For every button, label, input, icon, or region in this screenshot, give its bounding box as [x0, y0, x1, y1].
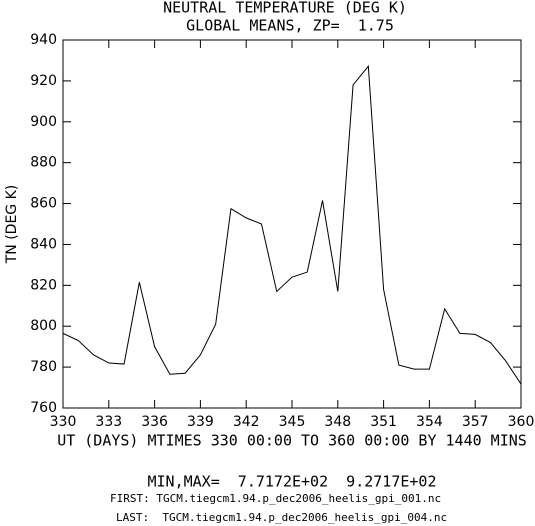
chart-subtitle: GLOBAL MEANS, ZP= 1.75 [186, 17, 394, 35]
y-tick-label: 940 [30, 32, 57, 48]
x-axis-label: UT (DAYS) MTIMES 330 00:00 TO 360 00:00 … [57, 432, 527, 450]
y-tick-label: 860 [30, 196, 57, 212]
x-tick-label: 345 [279, 414, 306, 430]
y-tick-label: 880 [30, 155, 57, 171]
x-tick-label: 342 [233, 414, 260, 430]
x-tick-label: 336 [141, 414, 168, 430]
y-tick-label: 900 [30, 114, 57, 130]
y-tick-label: 820 [30, 277, 57, 293]
x-tick-label: 357 [462, 414, 489, 430]
data-line [62, 64, 522, 385]
chart-title: NEUTRAL TEMPERATURE (DEG K) [163, 0, 407, 17]
annotation: LAST: TGCM.tiegcm1.94.p_dec2006_heelis_g… [116, 511, 447, 524]
y-tick-label: 760 [30, 400, 57, 416]
x-tick-label: 351 [370, 414, 397, 430]
x-tick-label: 330 [50, 414, 77, 430]
plot-frame [62, 39, 522, 409]
x-tick-label: 339 [187, 414, 214, 430]
y-tick-label: 920 [30, 73, 57, 89]
annotation: FIRST: TGCM.tiegcm1.94.p_dec2006_heelis_… [110, 492, 441, 505]
y-axis-label: TN (DEG K) [4, 185, 20, 265]
annotation: MIN,MAX= 7.7172E+02 9.2717E+02 [148, 473, 437, 491]
x-tick-label: 333 [95, 414, 122, 430]
x-tick-label: 354 [416, 414, 443, 430]
x-tick-label: 348 [324, 414, 351, 430]
y-tick-label: 840 [30, 236, 57, 252]
x-tick-label: 360 [508, 414, 535, 430]
y-tick-label: 780 [30, 359, 57, 375]
y-tick-label: 800 [30, 318, 57, 334]
